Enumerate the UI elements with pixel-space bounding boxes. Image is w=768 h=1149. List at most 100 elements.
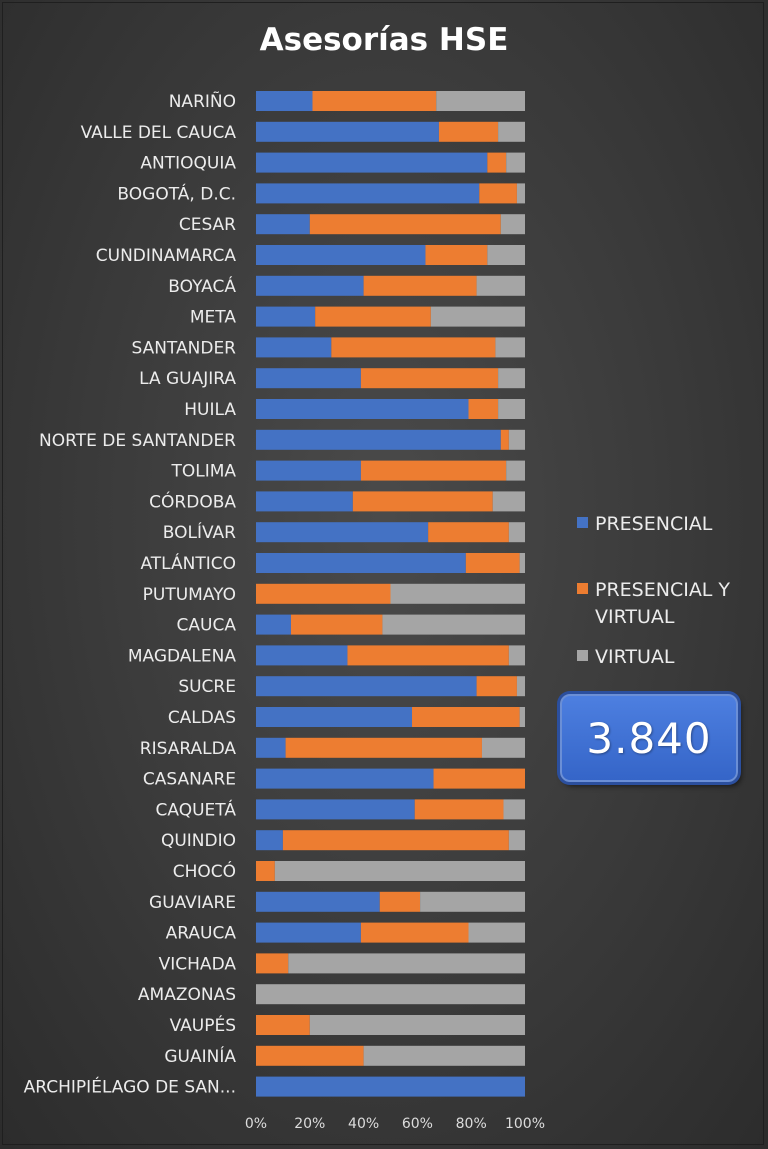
bar-segment-presencial-y-virtual (256, 1045, 364, 1066)
bar-segment-presencial-y-virtual (500, 429, 509, 450)
bar-segment-presencial (256, 152, 488, 173)
bar-segment-presencial (256, 737, 286, 758)
bar-segment-presencial-y-virtual (256, 861, 275, 881)
x-tick-label: 80% (456, 1116, 487, 1132)
bar-segment-presencial (256, 522, 429, 543)
x-tick-label: 40% (348, 1116, 379, 1132)
bar-segment-virtual (506, 460, 525, 481)
legend: PRESENCIAL PRESENCIAL Y VIRTUAL VIRTUAL (577, 513, 730, 668)
bar-segment-virtual (503, 799, 525, 820)
bar-segment-presencial-y-virtual (414, 799, 504, 820)
category-label: RISARALDA (140, 739, 237, 759)
category-label: GUAINÍA (164, 1045, 236, 1067)
bar-segment-presencial (256, 91, 313, 111)
bar-segment-virtual (495, 337, 525, 358)
bar-segment-presencial-y-virtual (360, 460, 507, 481)
category-label: CHOCÓ (173, 860, 236, 882)
category-label: SANTANDER (131, 338, 236, 358)
category-label: META (190, 308, 236, 328)
bar-segment-presencial (256, 645, 348, 666)
bar-segment-presencial-y-virtual (331, 337, 496, 358)
bar-segment-virtual (498, 121, 525, 142)
legend-swatch (577, 650, 588, 661)
x-tick-label: 100% (505, 1116, 545, 1132)
category-label: CESAR (179, 215, 236, 235)
bar-segment-presencial (256, 306, 316, 327)
bar-segment-presencial (256, 768, 434, 789)
legend-swatch (577, 517, 588, 528)
bar-segment-presencial-y-virtual (412, 707, 520, 727)
bar-segment-presencial-y-virtual (379, 891, 421, 912)
category-label: CÓRDOBA (149, 490, 236, 512)
bar-segment-presencial-y-virtual (360, 368, 499, 389)
bar-segment-presencial (256, 707, 413, 727)
bar-segment-virtual (508, 522, 525, 543)
bar-segment-virtual (476, 275, 525, 296)
bar-segment-presencial (256, 1076, 525, 1097)
bar-segment-presencial (256, 368, 361, 389)
category-label: HUILA (184, 400, 236, 420)
bar-segment-presencial-y-virtual (256, 1015, 310, 1035)
bar-segment-presencial (256, 429, 501, 450)
bar-segment-presencial (256, 245, 426, 265)
category-label: CAQUETÁ (156, 798, 237, 820)
bar-segment-virtual (436, 91, 525, 111)
bar-segment-presencial (256, 891, 380, 912)
bar-segment-presencial-y-virtual (468, 399, 499, 419)
category-label: CAUCA (177, 616, 237, 636)
bar-segment-virtual (516, 676, 525, 697)
legend-swatch (577, 583, 588, 594)
bar-segment-presencial-y-virtual (428, 522, 509, 543)
bar-segment-presencial-y-virtual (347, 645, 509, 666)
category-label: TOLIMA (170, 462, 236, 482)
bar-segment-presencial (256, 491, 353, 512)
bar-segment-virtual (508, 830, 525, 851)
bar-segment-virtual (481, 737, 525, 758)
bar-segment-presencial (256, 183, 480, 204)
bar-segment-virtual (487, 245, 525, 265)
bar-segment-presencial (256, 214, 310, 235)
bar-segment-presencial-y-virtual (256, 583, 391, 604)
bar-segment-virtual (256, 984, 525, 1005)
bar-segment-presencial (256, 676, 477, 697)
bar-segment-virtual (468, 922, 525, 943)
category-label: PUTUMAYO (143, 585, 236, 605)
legend-label: PRESENCIAL (595, 513, 713, 535)
category-label: VICHADA (159, 954, 237, 974)
bar-segment-presencial (256, 399, 469, 419)
bar-segment-virtual (516, 183, 525, 204)
bar-segment-virtual (492, 491, 525, 512)
bar-segment-virtual (519, 553, 525, 573)
category-label: AMAZONAS (138, 985, 236, 1005)
bar-segment-virtual (498, 399, 525, 419)
category-label: GUAVIARE (149, 893, 236, 913)
category-label: ANTIOQUIA (140, 154, 236, 174)
bar-segment-presencial (256, 553, 466, 573)
total-badge: 3.840 (560, 694, 738, 782)
category-label: CUNDINAMARCA (96, 246, 237, 266)
bar-segment-virtual (274, 861, 525, 881)
category-label: QUINDIO (161, 831, 236, 851)
x-tick-label: 60% (402, 1116, 433, 1132)
bar-segment-presencial-y-virtual (438, 121, 499, 142)
bar-segment-virtual (506, 152, 525, 173)
category-label: SUCRE (178, 677, 236, 697)
bar-segment-presencial-y-virtual (309, 214, 501, 235)
bar-segment-virtual (390, 583, 525, 604)
bar-segment-virtual (519, 707, 525, 727)
bar-segment-presencial (256, 460, 361, 481)
bar-segment-presencial-y-virtual (282, 830, 509, 851)
category-label: CALDAS (168, 708, 236, 728)
bar-segment-presencial-y-virtual (425, 245, 488, 265)
category-label: BOGOTÁ, D.C. (117, 182, 236, 204)
bar-segment-presencial (256, 799, 415, 820)
bar-segment-presencial-y-virtual (476, 676, 517, 697)
bar-segment-presencial-y-virtual (256, 953, 289, 974)
bar-segment-presencial (256, 121, 439, 142)
bar-segment-presencial-y-virtual (352, 491, 493, 512)
chart-title: Asesorías HSE (260, 22, 509, 58)
category-label: ATLÁNTICO (140, 552, 236, 574)
bar-segment-virtual (363, 1045, 525, 1066)
category-label: MAGDALENA (128, 646, 237, 666)
category-label: BOLÍVAR (163, 521, 236, 543)
